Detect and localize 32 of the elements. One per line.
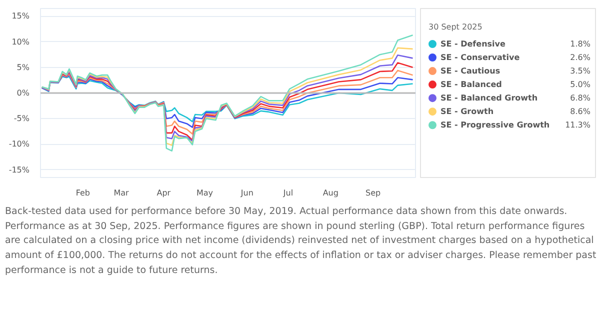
x-tick-label: May [196, 188, 214, 198]
y-tick-label: 15% [12, 12, 30, 21]
legend-label: SE - Progressive Growth [440, 120, 550, 130]
line-series [41, 34, 414, 152]
x-tick-label: Jun [240, 188, 254, 198]
x-tick-label: Apr [156, 188, 172, 198]
y-tick-label: 10% [12, 37, 30, 46]
text: 6.8% [570, 94, 591, 103]
text: 5.0% [570, 80, 591, 90]
legend-label: SE - Cautious [440, 66, 500, 76]
x-tick-label: Sep [366, 188, 381, 198]
legend-label: SE - Balanced [440, 80, 502, 90]
y-tick-label: 0% [16, 88, 30, 98]
text: Back-tested data used for performance before 30 May, 2019. Actual performance data shown from this date onwards. Performance as at 30 Sep, 2025. Performance figures are shown in pound sterling (GBP). Total return performance figures are calculated on a closing price with net income (dividends) reinvested net of investment charges based on a hypothetical amount of £100,000. The returns do not account for the effects of inflation or tax or adviser charges. Please remember past performance is not a guide to future returns. [5, 205, 598, 278]
x-tick-label: Mar [114, 188, 130, 198]
x-tick-label: Feb [76, 188, 90, 198]
x-tick-label: Aug [322, 188, 338, 198]
y-tick-label: 5% [16, 62, 30, 72]
y-tick-label: -10% [8, 140, 30, 149]
legend-label: SE - Defensive [440, 39, 506, 48]
legend-label: SE - Conservative [440, 53, 520, 62]
text: 3.5% [570, 66, 591, 76]
x-tick-label: Jul [282, 188, 294, 198]
text: 8.6% [570, 107, 591, 116]
text: 11.3% [565, 120, 591, 130]
y-tick-label: -15% [8, 165, 30, 174]
text: 1.8% [570, 39, 591, 48]
text: 2.6% [570, 53, 591, 62]
legend-label: SE - Balanced Growth [440, 94, 538, 103]
y-tick-label: -5% [14, 114, 30, 124]
legend-title: 30 Sept 2025 [428, 22, 482, 32]
legend-label: SE - Growth [440, 107, 494, 116]
